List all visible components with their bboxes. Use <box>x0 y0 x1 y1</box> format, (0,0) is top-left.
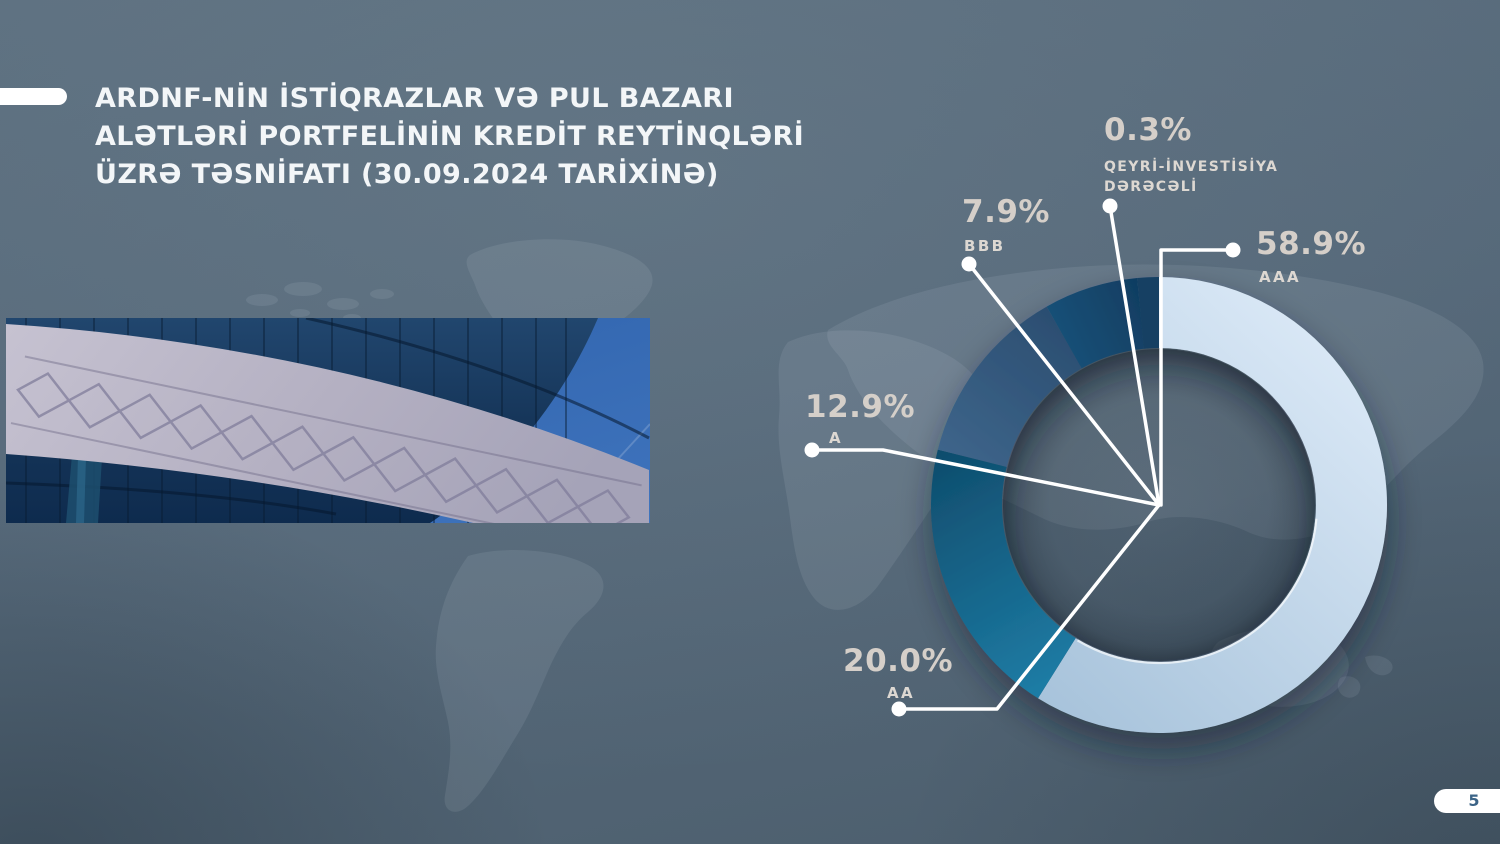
page-number: 5 <box>1468 791 1480 810</box>
callout-aa-value: 20.0% <box>843 643 954 679</box>
callout-noninvestment-value: 0.3% <box>1104 112 1192 148</box>
callout-aaa-label: AAA <box>1259 268 1302 286</box>
leader-dot <box>891 701 907 717</box>
title-line-1: ARDNF-NİN İSTİQRAZLAR VƏ PUL BAZARI <box>95 83 734 114</box>
title-line-3: ÜZRƏ TƏSNİFATI (30.09.2024 TARİXİNƏ) <box>95 159 719 190</box>
callout-aaa: 58.9% AAA <box>1256 226 1366 286</box>
callout-aa: 20.0% AA <box>843 643 953 702</box>
leader-dot <box>1102 198 1118 214</box>
callout-aaa-value: 58.9% <box>1256 226 1367 262</box>
title-line-2: ALƏTLƏRİ PORTFELİNİN KREDİT REYTİNQLƏRİ <box>95 121 805 152</box>
leader-dot <box>1225 242 1241 258</box>
callout-bbb-value: 7.9% <box>962 194 1050 230</box>
leader-dot <box>804 442 820 458</box>
page-title: ARDNF-NİN İSTİQRAZLAR VƏ PUL BAZARI ALƏT… <box>95 80 875 194</box>
building-photo <box>6 318 650 523</box>
callout-bbb: 7.9% BBB <box>962 194 1050 255</box>
callout-noninvestment: 0.3% QEYRİ-İNVESTİSİYA DƏRƏCƏLİ <box>1104 112 1278 197</box>
leader-dot <box>961 256 977 272</box>
callout-a-label: A <box>829 429 844 447</box>
callout-a-value: 12.9% <box>805 389 916 425</box>
callout-a: 12.9% A <box>805 389 915 447</box>
callout-bbb-label: BBB <box>964 237 1006 255</box>
accent-dash <box>0 88 67 105</box>
callout-noninvestment-label: QEYRİ-İNVESTİSİYA DƏRƏCƏLİ <box>1104 159 1279 195</box>
page-number-pill: 5 <box>1434 789 1500 813</box>
callout-aa-label: AA <box>887 684 916 702</box>
